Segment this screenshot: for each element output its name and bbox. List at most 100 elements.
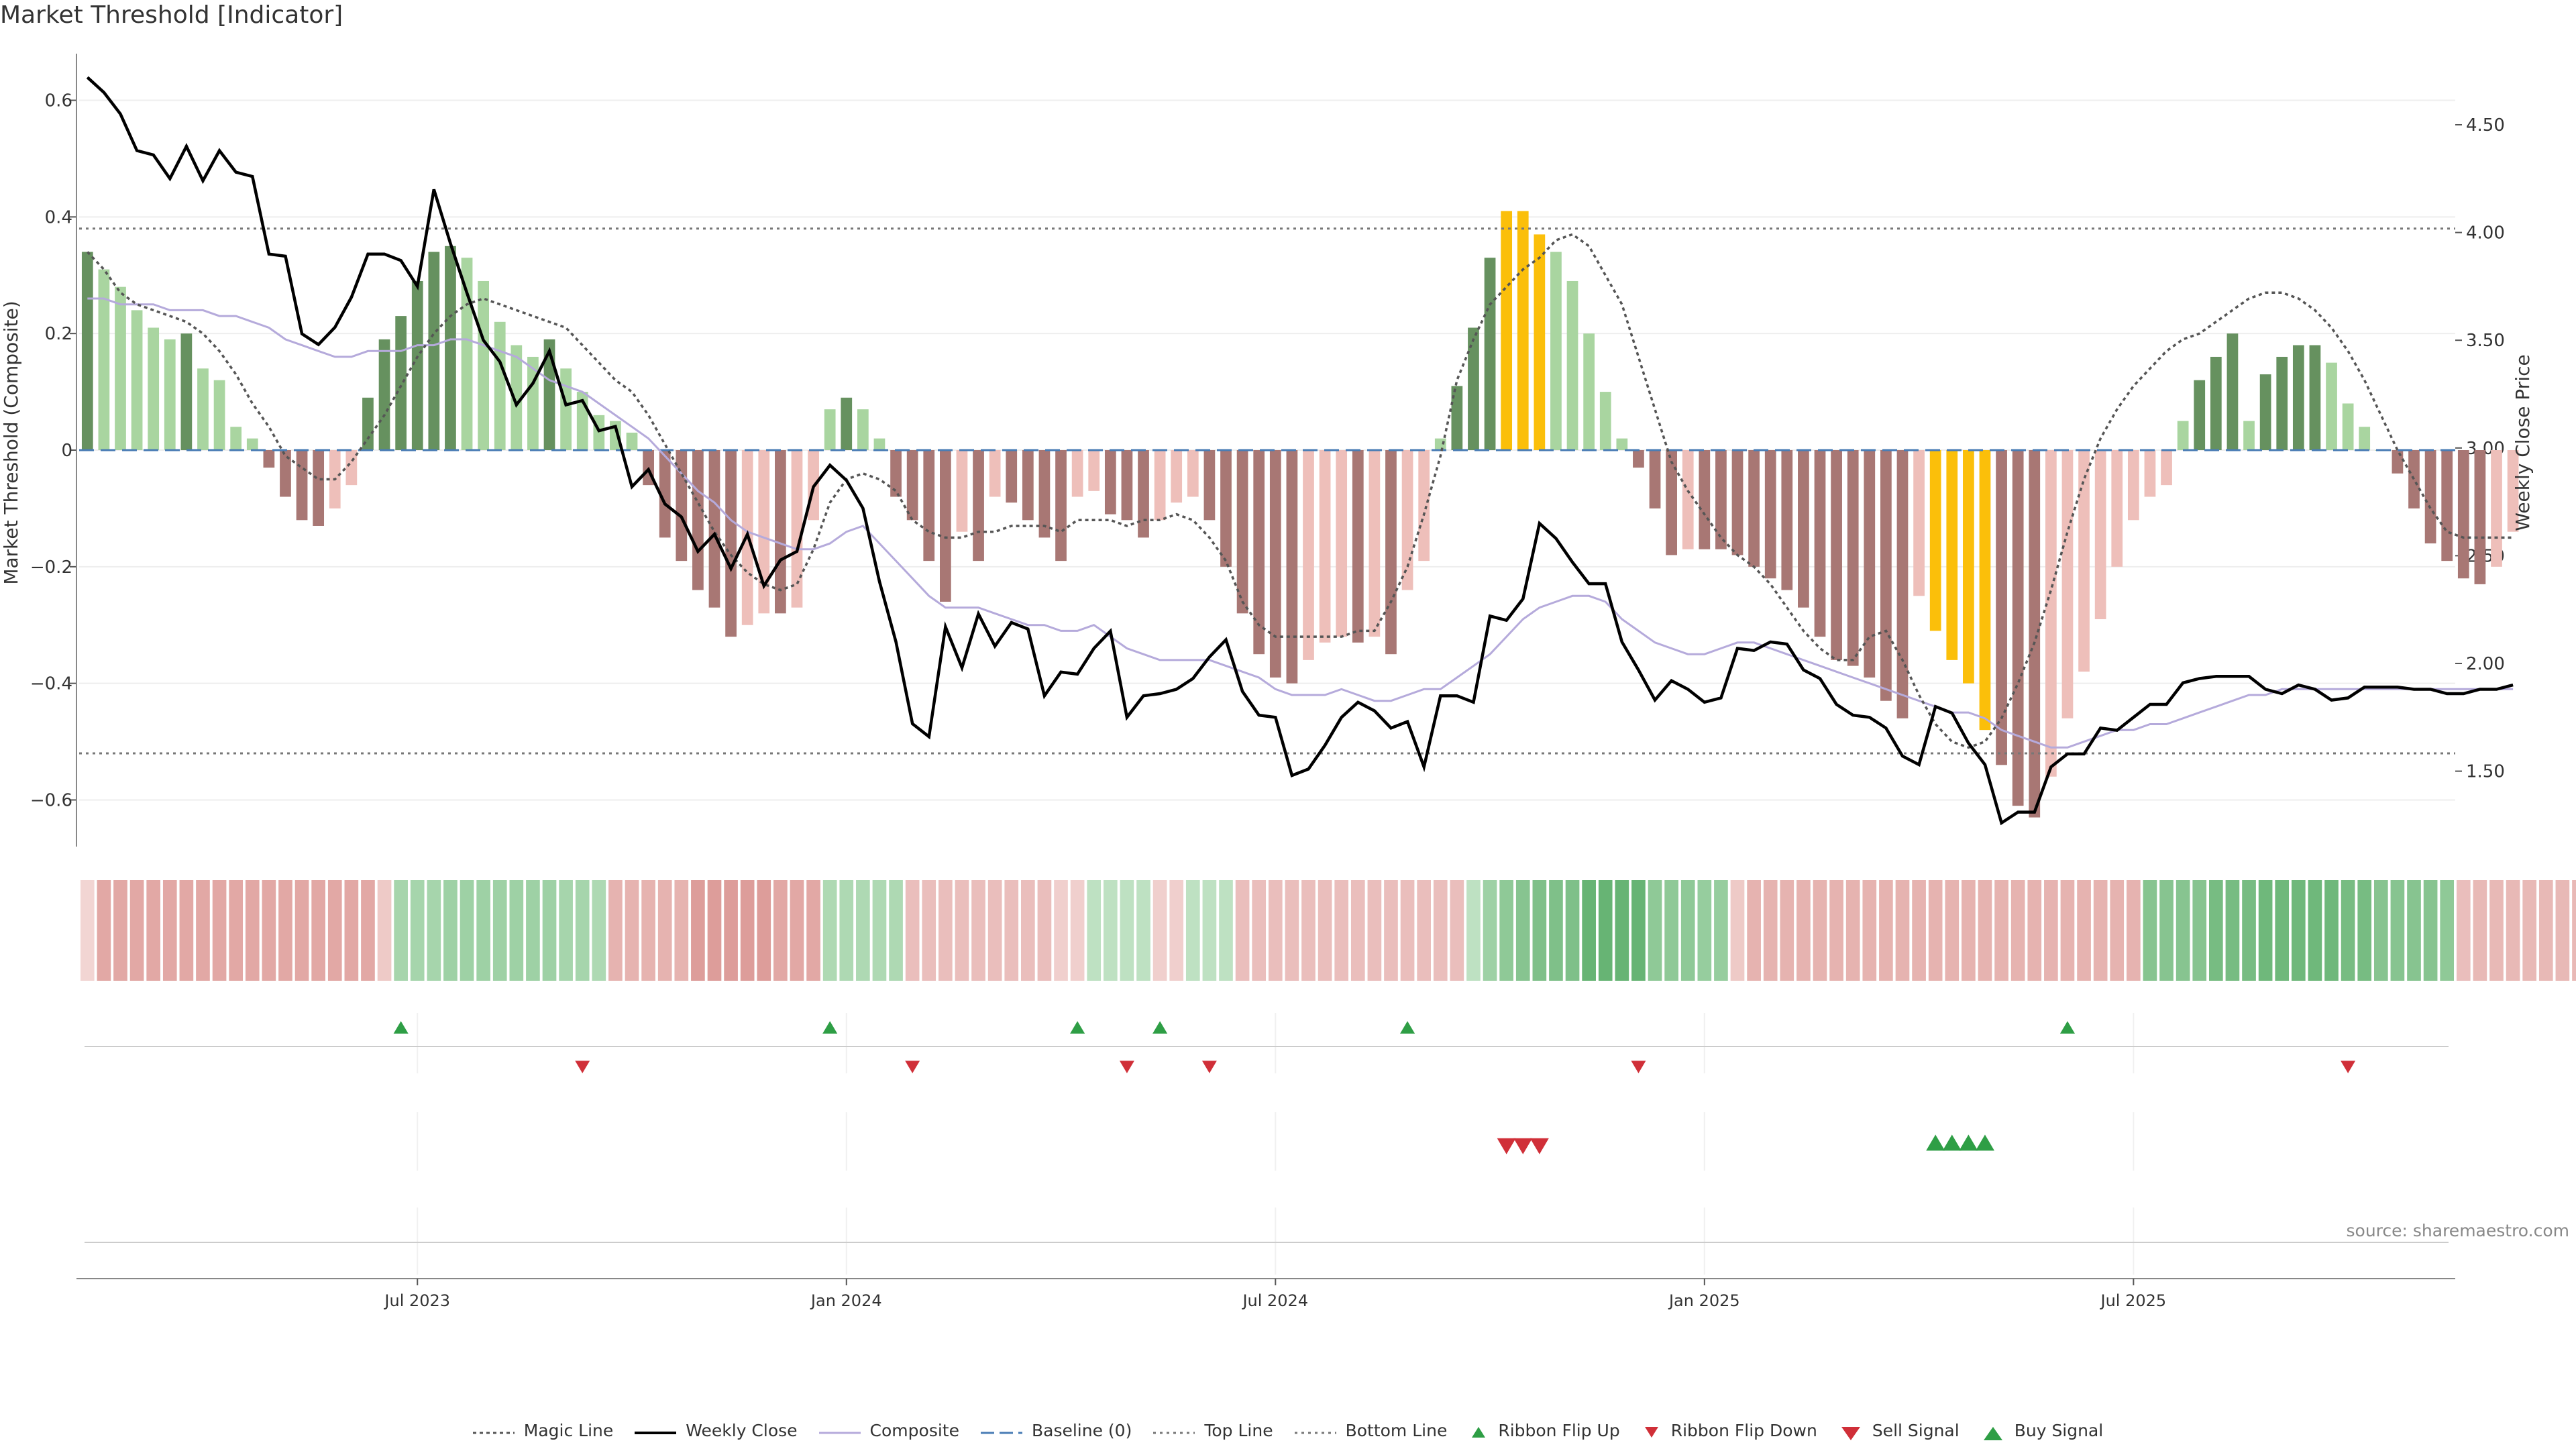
ribbon-cell [361,880,375,981]
composite-bar [1599,392,1611,450]
composite-bar [1550,252,1562,450]
ribbon-cell [1037,880,1052,981]
ribbon-cell [2555,880,2570,981]
ribbon-cell [1714,880,1728,981]
ribbon-cell [2538,880,2553,981]
ribbon-cell [1450,880,1464,981]
composite-bar [263,450,275,468]
composite-bar [378,339,390,450]
ribbon-cell [1796,880,1811,981]
composite-bar [345,450,358,486]
composite-bar [2177,421,2189,450]
composite-bar [1220,450,1232,567]
composite-bar [1121,450,1133,521]
composite-bar [494,321,506,450]
composite-bar [2144,450,2156,497]
composite-bar [2309,345,2321,450]
ribbon-cell [1813,880,1827,981]
composite-bar [1154,450,1166,521]
series-lines [79,76,2514,826]
composite-bar [1236,450,1248,614]
composite-bar [2474,450,2486,584]
ribbon-cell [1070,880,1085,981]
ribbon-cell [1747,880,1761,981]
composite-bar [411,280,423,450]
composite-bar [1731,450,1743,555]
composite-bar [824,409,836,450]
ribbon-cell [212,880,227,981]
composite-bar [1071,450,1083,497]
composite-bar [1352,450,1364,643]
ribbon-cell [2143,880,2157,981]
composite-bar [775,450,786,614]
composite-bar [626,432,638,450]
composite-bar [543,339,555,450]
ribbon-cell [2572,880,2576,981]
composite-bar [428,252,440,450]
composite-bar [296,450,308,521]
composite-bar [791,450,803,608]
ribbon-cell [1219,880,1233,981]
ribbon-cell [311,880,325,981]
composite-bar [857,409,869,450]
composite-bar [2243,421,2255,450]
composite-bar [1468,327,1479,450]
ribbon-cell [2192,880,2207,981]
composite-bar [725,450,737,637]
magic-line [87,233,2514,749]
ribbon-cell [1697,880,1712,981]
ribbon-cell [1301,880,1316,981]
ribbon-cell [2357,880,2372,981]
ribbon-cell [1648,880,1662,981]
ribbon-cell [2275,880,2290,981]
legend-swatch-magic [472,1424,515,1438]
composite-bar [2392,450,2404,474]
composite-bar [593,415,605,450]
composite-bar [939,450,951,602]
composite-bar [1633,450,1644,468]
composite-bar [2457,450,2469,579]
ribbon-cell [773,880,788,981]
sell-signal-marker [1529,1138,1549,1155]
ribbon-cell [1565,880,1580,981]
ribbon-cell [2407,880,2421,981]
composite-bar [2029,450,2041,818]
composite-bar [81,252,93,450]
ribbon-cell [938,880,953,981]
composite-bar [1038,450,1051,538]
composite-bar [213,380,225,450]
x-tick-label: Jul 2023 [383,1291,450,1310]
composite-bar [2045,450,2057,777]
ribbon-cell [1780,880,1794,981]
ribbon-cell [394,880,408,981]
ribbon-cell [2010,880,2025,981]
legend-label: Bottom Line [1345,1421,1448,1440]
composite-bar [1781,450,1793,590]
legend-swatch-buy [1981,1424,2005,1440]
y2-axis-label: Weekly Close Price [2512,354,2534,531]
ribbon-cell [2225,880,2240,981]
composite-bar [1138,450,1149,538]
legend: Magic Line Weekly Close Composite Baseline … [0,1421,2576,1440]
composite-bar [1963,450,1974,684]
sell-signal-marker [1513,1138,1533,1155]
ribbon-cell [1169,880,1184,981]
x-tick-label: Jan 2024 [810,1291,882,1310]
ribbon-cell [2423,880,2438,981]
ribbon-cell [2522,880,2537,981]
legend-label: Magic Line [523,1421,614,1440]
ribbon-strip [80,880,2576,981]
composite-bar [2424,450,2436,544]
composite-bar [1699,450,1711,549]
sell-signal-marker [1497,1138,1516,1155]
legend-item-flipup: Ribbon Flip Up [1468,1421,1620,1440]
composite-bar [1171,450,1183,503]
ribbon-cell [2093,880,2108,981]
y-tick-label: 0.6 [45,91,72,111]
composite-bar [1517,211,1529,450]
ribbon-cell [2506,880,2520,981]
composite-bar [1583,333,1595,450]
composite-bar [1847,450,1859,666]
legend-item-composite: Composite [818,1421,959,1440]
